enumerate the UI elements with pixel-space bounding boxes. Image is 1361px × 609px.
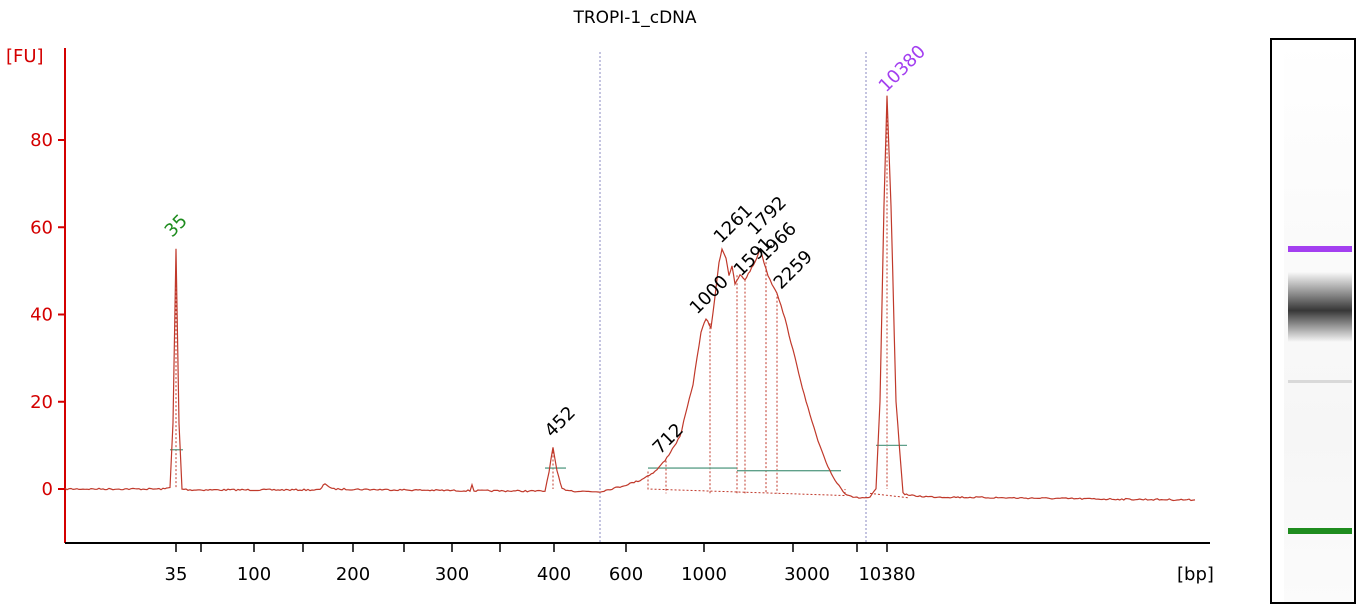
peak-label: 1000 bbox=[686, 271, 733, 318]
x-tick-label: 600 bbox=[609, 564, 643, 585]
x-tick-label: 35 bbox=[165, 564, 188, 585]
x-axis-label: [bp] bbox=[1177, 564, 1214, 585]
y-tick-label: 80 bbox=[30, 130, 53, 151]
peak-label: 10380 bbox=[875, 41, 930, 96]
y-axis-label: [FU] bbox=[6, 46, 44, 67]
peak-label: 452 bbox=[541, 402, 580, 441]
y-tick-label: 0 bbox=[42, 479, 53, 500]
x-tick-label: 200 bbox=[336, 564, 370, 585]
x-axis: 35 100 200 300 400 600 1000 3000 10380 bbox=[65, 542, 1210, 585]
gel-lower-marker-band bbox=[1288, 528, 1352, 534]
peak-integration-areas bbox=[170, 96, 909, 499]
x-tick-label: 10380 bbox=[858, 564, 915, 585]
y-tick-label: 60 bbox=[30, 217, 53, 238]
gel-faint-band bbox=[1288, 380, 1352, 383]
y-axis: 0 20 40 60 80 bbox=[30, 48, 66, 543]
chart-title: TROPI-1_cDNA bbox=[572, 8, 696, 28]
marker-guides bbox=[599, 52, 867, 543]
smear-region-outline bbox=[647, 471, 846, 497]
electropherogram-chart: TROPI-1_cDNA 0 20 40 60 80 35 100 200 300 400 600… bbox=[6, 8, 1214, 585]
fluorescence-trace bbox=[64, 95, 1196, 502]
x-tick-label: 300 bbox=[435, 564, 469, 585]
gel-image bbox=[1270, 38, 1356, 604]
y-tick-label: 40 bbox=[30, 305, 53, 326]
peak-label: 712 bbox=[649, 419, 688, 458]
marker-region-outline bbox=[869, 492, 909, 499]
x-tick-label: 100 bbox=[237, 564, 271, 585]
peak-label: 35 bbox=[161, 210, 192, 241]
x-tick-label: 1000 bbox=[681, 564, 727, 585]
x-tick-label: 3000 bbox=[784, 564, 830, 585]
gel-smear-band bbox=[1288, 272, 1352, 342]
y-tick-label: 20 bbox=[30, 392, 53, 413]
gel-upper-marker-band bbox=[1288, 246, 1352, 252]
x-tick-label: 400 bbox=[537, 564, 571, 585]
